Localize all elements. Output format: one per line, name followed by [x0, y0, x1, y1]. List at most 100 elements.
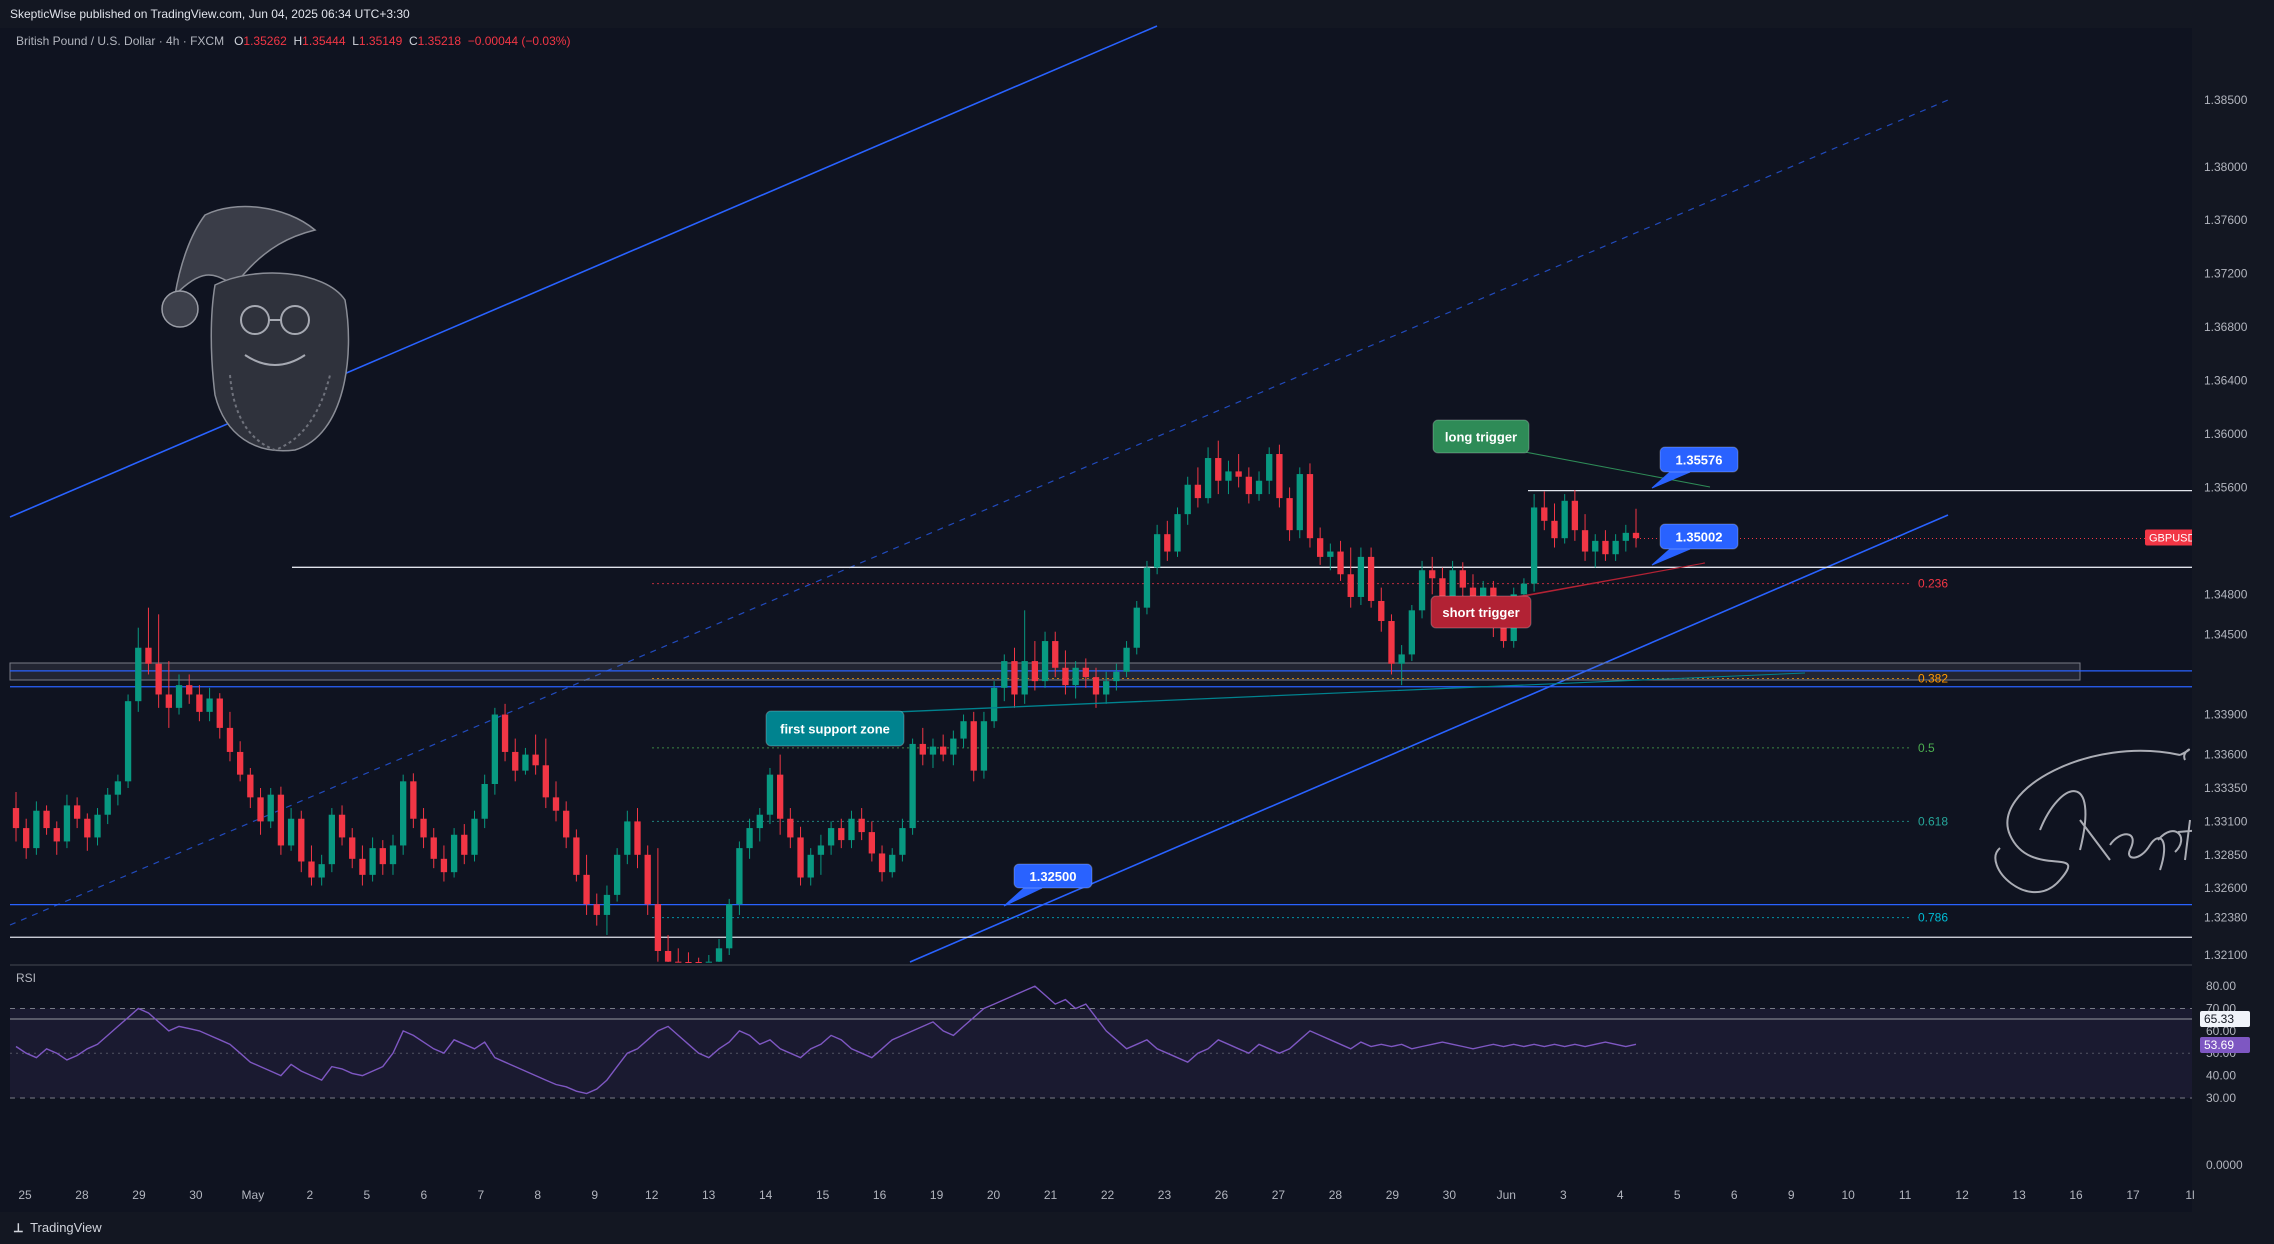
candle-body [1429, 570, 1436, 579]
candle-body [1113, 671, 1120, 682]
candle [267, 788, 274, 829]
candle [124, 694, 132, 789]
close-value: 1.35218 [417, 34, 462, 48]
time-tick: 9 [1788, 1188, 1795, 1202]
candle-body [980, 721, 988, 771]
candle [440, 845, 448, 882]
channel-upper-line[interactable] [9, 25, 1158, 518]
candle [450, 828, 458, 878]
candle [196, 685, 203, 722]
rsi-value-label: 65.33 [2204, 1012, 2234, 1026]
candle-body [1031, 661, 1039, 682]
callout-box [1013, 863, 1093, 889]
callout-green[interactable]: long trigger [1432, 419, 1711, 488]
candle-body [1082, 667, 1089, 678]
close-label: C [408, 34, 418, 48]
time-tick: 21 [1044, 1188, 1058, 1202]
callout-blue[interactable]: 1.32500 [1003, 863, 1093, 907]
axis-price-label: 1.32233 [2204, 930, 2248, 944]
rsi-band-fill [10, 1008, 2192, 1098]
rsi-title[interactable]: RSI [16, 971, 37, 985]
candle [1459, 562, 1466, 597]
candle [573, 829, 580, 882]
candle-body [807, 854, 814, 878]
candle [247, 767, 254, 809]
candle [369, 837, 376, 882]
candle [1194, 467, 1202, 508]
callout-red[interactable]: short trigger [1430, 562, 1706, 629]
axis-price-label-bg [2200, 929, 2258, 946]
candle-body [410, 781, 417, 819]
candle [1174, 507, 1181, 557]
candle-body [501, 714, 509, 752]
time-tick: 1l [2185, 1188, 2194, 1202]
axis-price-label: 1.34108 [2204, 680, 2248, 694]
candle-body [715, 948, 723, 962]
candle [776, 754, 784, 835]
candle [491, 707, 499, 795]
channel-lower-line[interactable] [909, 514, 1949, 963]
candle [1632, 508, 1640, 548]
candle-body [73, 805, 81, 819]
candle [1612, 534, 1619, 561]
candle [1367, 547, 1375, 608]
candle [1103, 671, 1110, 704]
candle-body [960, 721, 967, 739]
candle [868, 821, 876, 862]
candle-body [705, 961, 712, 963]
callout-blue[interactable]: 1.35002 [1651, 523, 1739, 566]
rsi-line [15, 985, 1637, 1095]
price-tick: 1.33350 [2204, 781, 2248, 795]
callout-teal[interactable]: first support zone [765, 672, 1806, 747]
candle [1113, 663, 1120, 691]
candle-body [1530, 507, 1538, 584]
candle-body [654, 904, 662, 951]
rsi-pane: 80.00 70.00 60.00 50.00 40.00 30.00 0.0000 65.3… [10, 979, 2250, 1172]
candle [960, 714, 967, 748]
candle-body [613, 854, 621, 895]
time-tick: 8 [534, 1188, 541, 1202]
candle-body [563, 810, 570, 838]
candle [379, 840, 386, 875]
candle-body [950, 738, 957, 755]
candle-body [848, 818, 855, 841]
low-value: 1.35149 [358, 34, 403, 48]
candle [216, 693, 223, 739]
candle-body [379, 848, 386, 865]
candle [542, 738, 549, 809]
axis-price-label-bg [2200, 559, 2258, 576]
candle-body [308, 861, 315, 878]
axis-price-label: 1.34227 [2204, 664, 2248, 678]
candle-body [766, 774, 774, 815]
callout-text: long trigger [1445, 430, 1517, 445]
tradingview-logo-icon: ⟂ [14, 1220, 23, 1235]
candle [298, 810, 305, 873]
callout-blue[interactable]: 1.35576 [1651, 446, 1739, 489]
candle-body [1561, 500, 1568, 539]
high-value: 1.35444 [302, 34, 346, 48]
candle [236, 741, 244, 782]
time-axis-bg [0, 1172, 2192, 1212]
time-tick: 30 [1443, 1188, 1457, 1202]
candle [1215, 440, 1222, 495]
time-tick: Jun [1497, 1188, 1516, 1202]
symbol-title[interactable]: British Pound / U.S. Dollar · 4h · FXCM [16, 34, 225, 48]
candle [1204, 447, 1212, 504]
support-zone-rect[interactable] [9, 662, 2081, 681]
callout-box [1659, 446, 1739, 473]
time-tick: 20 [987, 1188, 1001, 1202]
axis-price-label-bg [2200, 662, 2258, 679]
time-tick: 28 [75, 1188, 89, 1202]
candle-body [736, 848, 743, 905]
currency-button[interactable]: USD [2200, 30, 2258, 58]
axis-price-label-bg [2200, 896, 2258, 913]
candle-body [1469, 587, 1477, 608]
channel-mid-line[interactable] [9, 99, 1949, 926]
time-tick: 15 [816, 1188, 830, 1202]
candle-body [145, 647, 152, 664]
fib-retracement[interactable]: 0.236 0.382 0.5 0.618 0.786 [652, 577, 1948, 925]
candle-body [400, 781, 407, 846]
candle [695, 957, 702, 963]
candle-body [1367, 556, 1375, 601]
